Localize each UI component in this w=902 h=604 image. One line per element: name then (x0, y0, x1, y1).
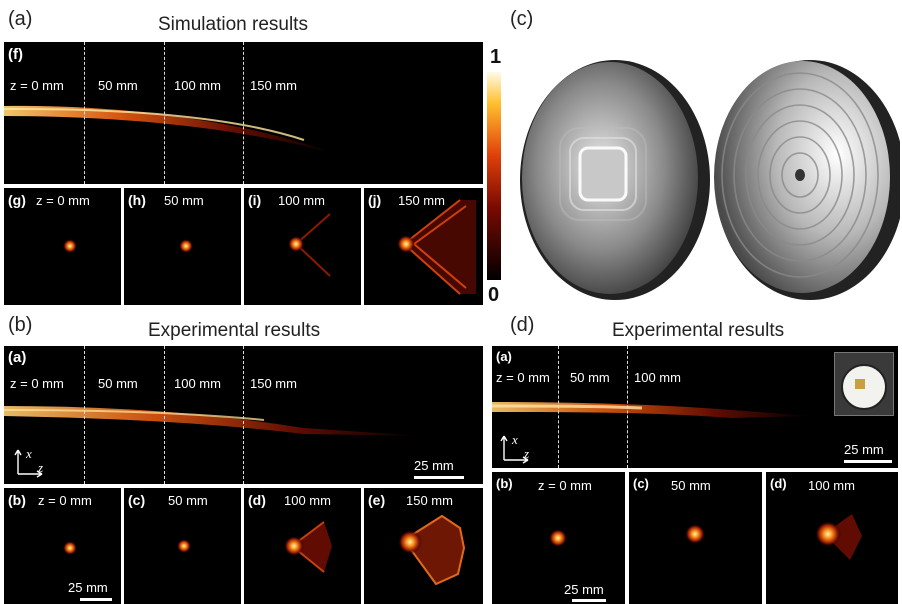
sim-small-tag-3: (j) (368, 192, 382, 208)
sim-small-z-1: 50 mm (164, 193, 204, 208)
exp-b-small-scale-label: 25 mm (68, 580, 108, 595)
exp-b-cross-section-0: (b) z = 0 mm 25 mm (4, 488, 121, 604)
colorbar (487, 72, 501, 280)
axis-arrows-icon (14, 449, 43, 478)
exp-d-small-scale-bar (572, 599, 606, 602)
exp-b-scale-label: 25 mm (414, 458, 454, 473)
exp-b-z-label-0: z = 0 mm (10, 376, 64, 391)
sim-small-tag-2: (i) (248, 192, 262, 208)
exp-b-small-tag-1: (c) (128, 492, 146, 508)
sim-z-label-0: z = 0 mm (10, 78, 64, 93)
exp-b-scale-bar (414, 476, 464, 479)
device-photo-inset (834, 352, 894, 416)
sim-propagation-image: (f) z = 0 mm 50 mm 100 mm 150 mm (4, 42, 483, 184)
panel-b-label: (b) (8, 314, 33, 336)
panel-d-title: Experimental results (612, 320, 785, 341)
exp-b-small-tag-3: (e) (368, 492, 386, 508)
exp-d-cross-section-1: (c) 50 mm (629, 472, 762, 604)
exp-b-small-z-2: 100 mm (284, 493, 331, 508)
exp-d-scale-bar (844, 460, 892, 463)
exp-d-axis-x: x (512, 432, 518, 447)
exp-d-small-scale-label: 25 mm (564, 582, 604, 597)
exp-b-cross-section-3: (e) 150 mm (364, 488, 483, 604)
sim-cross-section-3: (j) 150 mm (364, 188, 483, 305)
sim-small-tag-1: (h) (128, 192, 146, 208)
exp-d-cross-section-0: (b) z = 0 mm 25 mm (492, 472, 625, 604)
exp-b-small-tag-0: (b) (8, 492, 26, 508)
sim-small-z-3: 150 mm (398, 193, 445, 208)
panel-a-title: Simulation results (158, 14, 308, 35)
sim-small-tag-0: (g) (8, 192, 26, 208)
exp-b-axis-z: z (38, 460, 44, 475)
sim-z-label-3: 150 mm (250, 78, 297, 93)
exp-d-z-label-1: 50 mm (570, 370, 610, 385)
exp-d-axis-z: z (524, 446, 530, 461)
exp-b-small-tag-2: (d) (248, 492, 266, 508)
colorbar-max-label: 1 (490, 46, 502, 68)
exp-b-propagation-image: (a) z = 0 mm 50 mm 100 mm 150 mm x z 25 … (4, 346, 483, 484)
exp-d-z-label-0: z = 0 mm (496, 370, 550, 385)
exp-b-cross-section-1: (c) 50 mm (124, 488, 241, 604)
exp-b-z-label-3: 150 mm (250, 376, 297, 391)
phase-plate-renderings (520, 60, 900, 300)
sim-cross-section-0: (g) z = 0 mm (4, 188, 121, 305)
sim-z-label-1: 50 mm (98, 78, 138, 93)
exp-d-small-tag-1: (c) (633, 476, 649, 491)
exp-d-cross-section-2: (d) 100 mm (766, 472, 898, 604)
exp-d-long-tag: (a) (496, 349, 512, 364)
exp-d-scale-label: 25 mm (844, 442, 884, 457)
exp-b-small-z-1: 50 mm (168, 493, 208, 508)
sim-small-z-0: z = 0 mm (36, 193, 90, 208)
exp-d-z-label-2: 100 mm (634, 370, 681, 385)
exp-d-small-z-2: 100 mm (808, 478, 855, 493)
exp-b-z-label-1: 50 mm (98, 376, 138, 391)
panel-d-label: (d) (510, 314, 535, 336)
exp-b-cross-section-2: (d) 100 mm (244, 488, 361, 604)
exp-d-small-tag-0: (b) (496, 476, 513, 491)
axis-arrows-icon (500, 435, 529, 464)
exp-b-small-z-0: z = 0 mm (38, 493, 92, 508)
sim-long-tag: (f) (8, 46, 23, 63)
colorbar-min-label: 0 (488, 284, 500, 306)
sim-small-z-2: 100 mm (278, 193, 325, 208)
exp-b-long-tag: (a) (8, 349, 27, 366)
sim-cross-section-2: (i) 100 mm (244, 188, 361, 305)
exp-b-axis-x: x (26, 446, 32, 461)
exp-d-small-z-1: 50 mm (671, 478, 711, 493)
exp-d-small-z-0: z = 0 mm (538, 478, 592, 493)
panel-c-label: (c) (510, 8, 534, 30)
exp-d-propagation-image: (a) z = 0 mm 50 mm 100 mm x z 25 mm (492, 346, 898, 468)
exp-b-small-scale-bar (80, 598, 112, 601)
exp-d-small-tag-2: (d) (770, 476, 787, 491)
exp-b-small-z-3: 150 mm (406, 493, 453, 508)
exp-b-z-label-2: 100 mm (174, 376, 221, 391)
panel-a-label: (a) (8, 8, 33, 30)
sim-cross-section-1: (h) 50 mm (124, 188, 241, 305)
panel-b-title: Experimental results (148, 320, 321, 341)
sim-z-label-2: 100 mm (174, 78, 221, 93)
